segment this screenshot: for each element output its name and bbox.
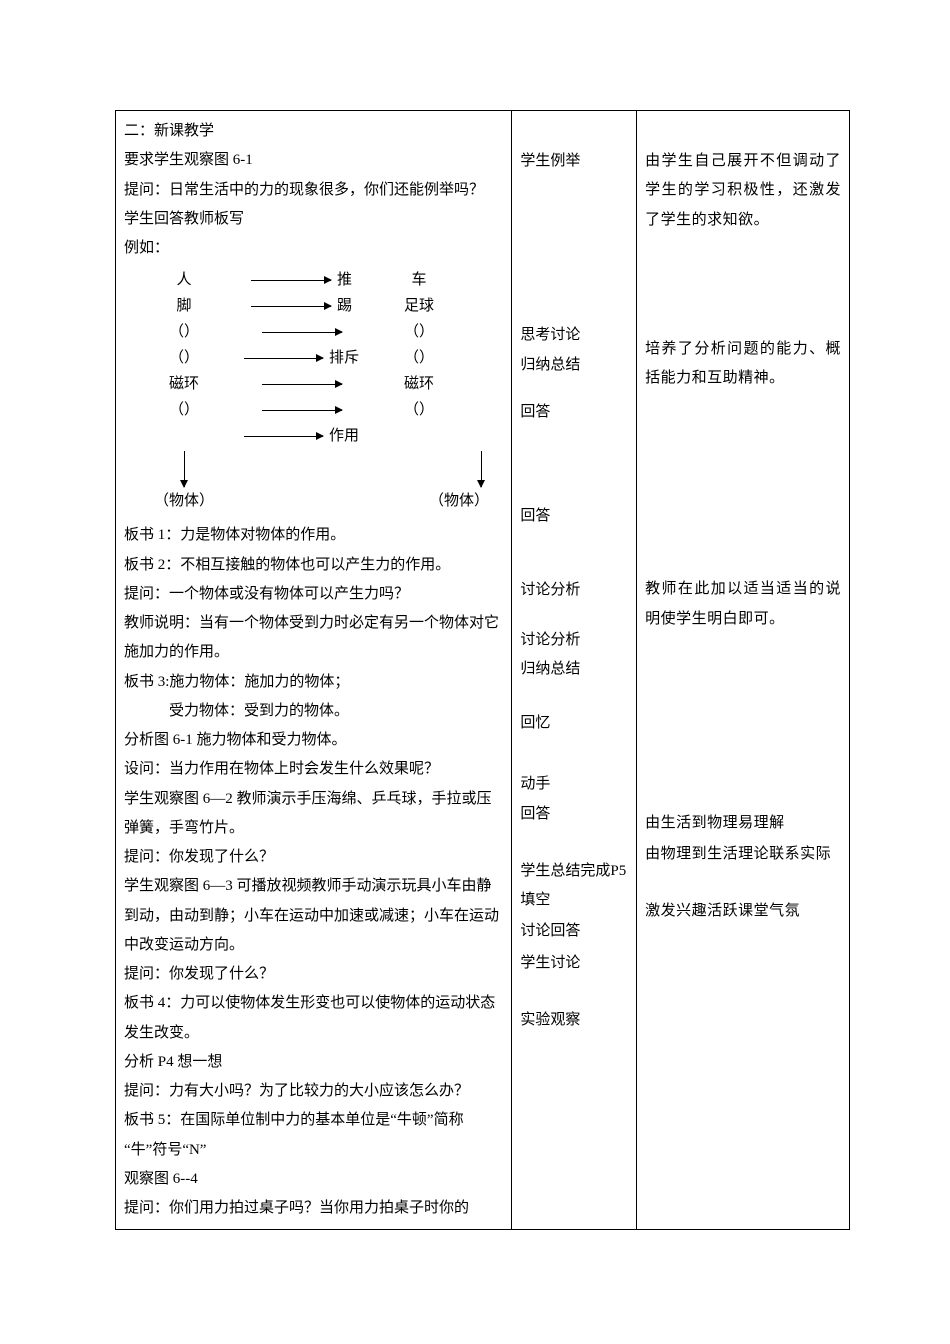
diagram-left: 脚 (124, 294, 244, 318)
force-diagram: 人 推 车 脚 踢 足球 （） （） （） 排斥 （） (124, 267, 503, 513)
diagram-right: 足球 (359, 294, 479, 318)
student-step: 归纳总结 (520, 351, 628, 380)
diagram-row: 磁环 磁环 (124, 371, 503, 397)
student-step: 归纳总结 (520, 655, 628, 684)
diagram-right: 磁环 (359, 372, 479, 396)
diagram-row: 人 推 车 (124, 267, 503, 293)
diagram-right: （） (359, 320, 479, 344)
arrow-down-icon (184, 451, 185, 487)
student-step: 学生例举 (520, 147, 628, 176)
arrow-right-icon (244, 436, 323, 437)
question: 提问：你发现了什么？ (124, 843, 503, 872)
diagram-arrow: 作用 (244, 424, 359, 448)
question: 设问：当力作用在物体上时会发生什么效果呢？ (124, 755, 503, 784)
teacher-activity-cell: 二：新课教学 要求学生观察图 6-1 提问：日常生活中的力的现象很多，你们还能例… (116, 111, 512, 1230)
diagram-left: 磁环 (124, 372, 244, 396)
arrow-right-icon (251, 306, 331, 307)
board-note: 受力物体：受到力的物体。 (124, 697, 503, 726)
diagram-bottom-right: （物体） (399, 489, 519, 513)
diagram-left: （） (124, 320, 244, 344)
teacher-note: 教师说明：当有一个物体受到力时必定有另一个物体对它施加力的作用。 (124, 609, 503, 668)
student-step: 回答 (520, 398, 628, 427)
diagram-row: （） （） (124, 319, 503, 345)
diagram-label: 推 (337, 268, 352, 292)
intent-note: 由生活到物理易理解 (645, 809, 841, 838)
student-step: 学生总结完成P5 填空 (520, 857, 628, 916)
board-note: 板书 3:施力物体：施加力的物体； (124, 668, 503, 697)
diagram-left: （） (124, 346, 244, 370)
student-step: 回答 (520, 502, 628, 531)
arrow-right-icon (262, 410, 342, 411)
diagram-right: （） (359, 346, 479, 370)
student-step: 讨论分析 (520, 626, 628, 655)
board-note: 板书 1：力是物体对物体的作用。 (124, 521, 503, 550)
arrow-right-icon (251, 280, 331, 281)
diagram-left: （） (124, 398, 244, 422)
intent-note: 教师在此加以适当适当的说明使学生明白即可。 (645, 575, 841, 634)
arrow-right-icon (262, 332, 342, 333)
diagram-bottom-labels: （物体） （物体） (124, 489, 519, 513)
student-step: 回忆 (520, 709, 628, 738)
line: 要求学生观察图 6-1 (124, 146, 503, 175)
observation: 学生观察图 6—3 可播放视频教师手动演示玩具小车由静到动，由动到静；小车在运动… (124, 872, 503, 960)
diagram-label: 踢 (337, 294, 352, 318)
table-row: 二：新课教学 要求学生观察图 6-1 提问：日常生活中的力的现象很多，你们还能例… (116, 111, 850, 1230)
diagram-arrow: 推 (244, 268, 359, 292)
observation: 学生观察图 6—2 教师演示手压海绵、乒乓球，手拉或压弹簧，手弯竹片。 (124, 785, 503, 844)
intent-note: 培养了分析问题的能力、概括能力和互助精神。 (645, 335, 841, 394)
diagram-arrow (244, 410, 359, 411)
diagram-label: 排斥 (329, 346, 359, 370)
student-step: 实验观察 (520, 1006, 628, 1035)
diagram-row: （） （） (124, 397, 503, 423)
diagram-row: 脚 踢 足球 (124, 293, 503, 319)
diagram-right: 车 (359, 268, 479, 292)
page: 二：新课教学 要求学生观察图 6-1 提问：日常生活中的力的现象很多，你们还能例… (0, 0, 950, 1290)
observation: 观察图 6--4 (124, 1165, 503, 1194)
section-title: 二：新课教学 (124, 117, 503, 146)
intent-note: 激发兴趣活跃课堂气氛 (645, 897, 841, 926)
question: 提问：一个物体或没有物体可以产生力吗？ (124, 580, 503, 609)
diagram-down-arrows (124, 451, 479, 487)
student-step: 思考讨论 (520, 321, 628, 350)
diagram-row: （） 排斥 （） (124, 345, 503, 371)
line: 学生回答教师板写 (124, 205, 503, 234)
diagram-arrow (244, 384, 359, 385)
arrow-down-icon (481, 451, 482, 487)
question: 提问：力有大小吗？为了比较力的大小应该怎么办？ (124, 1077, 503, 1106)
board-note: 板书 5：在国际单位制中力的基本单位是“牛顿”简称 (124, 1106, 503, 1135)
design-intent-cell: 由学生自己展开不但调动了学生的学习积极性，还激发了学生的求知欲。 培养了分析问题… (637, 111, 850, 1230)
student-step: 回答 (520, 800, 628, 829)
diagram-arrow (244, 332, 359, 333)
diagram-bottom-left: （物体） (124, 489, 244, 513)
line: 例如： (124, 234, 503, 263)
board-note: 板书 2：不相互接触的物体也可以产生力的作用。 (124, 551, 503, 580)
diagram-label: 作用 (329, 424, 359, 448)
student-activity-cell: 学生例举 思考讨论 归纳总结 回答 回答 讨论分析 讨论分析 归纳总结 回忆 动… (512, 111, 637, 1230)
student-step: 动手 (520, 770, 628, 799)
diagram-row: 作用 (124, 423, 503, 449)
lesson-table: 二：新课教学 要求学生观察图 6-1 提问：日常生活中的力的现象很多，你们还能例… (115, 110, 850, 1230)
question: 提问：你发现了什么？ (124, 960, 503, 989)
intent-note: 由物理到生活理论联系实际 (645, 840, 841, 869)
intent-note: 由学生自己展开不但调动了学生的学习积极性，还激发了学生的求知欲。 (645, 147, 841, 235)
question: 提问：你们用力拍过桌子吗？当你用力拍桌子时你的 (124, 1194, 503, 1223)
student-step: 学生讨论 (520, 949, 628, 978)
analysis: 分析 P4 想一想 (124, 1048, 503, 1077)
diagram-arrow: 排斥 (244, 346, 359, 370)
line: 提问：日常生活中的力的现象很多，你们还能例举吗？ (124, 176, 503, 205)
arrow-right-icon (244, 358, 323, 359)
diagram-left: 人 (124, 268, 244, 292)
student-step: 讨论回答 (520, 917, 628, 946)
arrow-right-icon (262, 384, 342, 385)
board-note: “牛”符号“N” (124, 1136, 503, 1165)
diagram-right: （） (359, 398, 479, 422)
analysis: 分析图 6-1 施力物体和受力物体。 (124, 726, 503, 755)
diagram-arrow: 踢 (244, 294, 359, 318)
board-note: 板书 4：力可以使物体发生形变也可以使物体的运动状态发生改变。 (124, 989, 503, 1048)
student-step: 讨论分析 (520, 576, 628, 605)
